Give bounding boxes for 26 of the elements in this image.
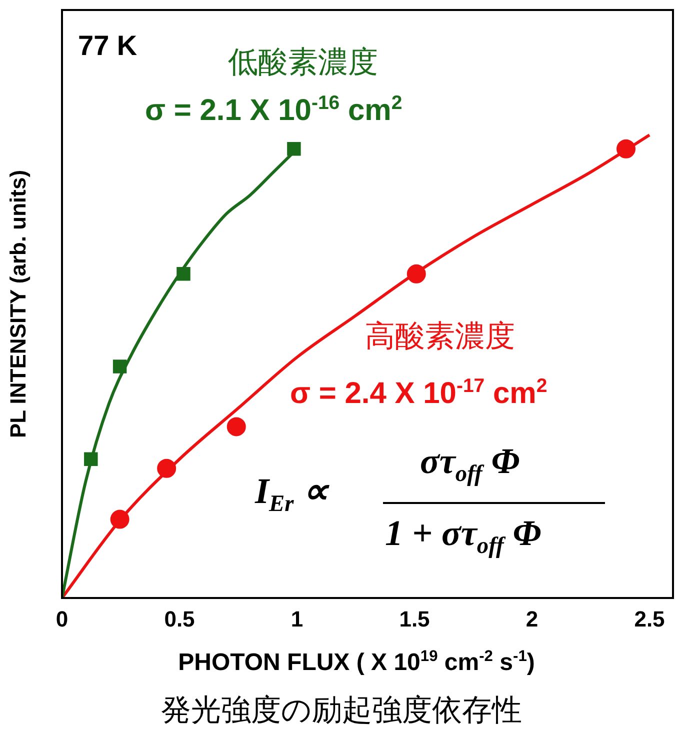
point <box>157 458 176 478</box>
annotation: I$_{Er}$ ∝ <box>255 470 329 518</box>
x-tick-label: 1.5 <box>399 606 430 632</box>
x-tick-label: 0 <box>56 606 68 632</box>
x-tick-label: 2 <box>526 606 538 632</box>
point <box>226 417 246 436</box>
text: 77 K <box>78 30 138 62</box>
text: σ = 2.1 X 10$^{-16}$ cm$^{2}$ <box>145 92 402 128</box>
annotation: σ = 2.4 X 10$^{-17}$ cm$^{2}$ <box>290 375 548 411</box>
series-label: 高酸素濃度 <box>365 319 515 355</box>
y-axis-title: PL INTENSITY (arb. units) <box>5 170 30 438</box>
point <box>176 267 190 281</box>
point <box>616 139 636 158</box>
annotation: στ$_{off}$ Φ <box>420 440 520 488</box>
annotation: 1 + στ$_{off}$ Φ <box>385 512 542 560</box>
text: 低酸素濃度 <box>228 45 378 81</box>
text: 発光強度の励起強度依存性 <box>160 693 523 729</box>
x-tick-label: 0.5 <box>164 606 195 632</box>
x-axis-title: PHOTON FLUX ( X 10$^{19}$ cm$^{-2}$ s$^{-1}$) <box>177 648 536 677</box>
point <box>406 264 426 284</box>
point <box>84 452 98 466</box>
x-tick-label: 2.5 <box>634 606 665 632</box>
point <box>287 142 301 156</box>
x-tick-label: 1 <box>290 606 304 632</box>
point <box>110 510 130 529</box>
point <box>112 360 127 374</box>
